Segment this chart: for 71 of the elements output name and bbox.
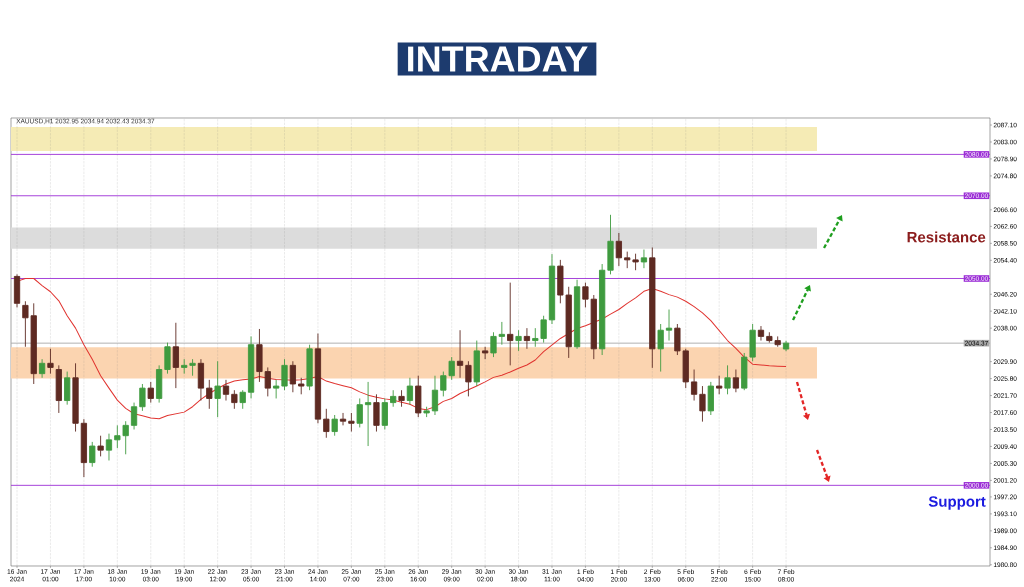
candlestick: [156, 364, 163, 404]
candlestick: [657, 323, 664, 373]
candlestick: [147, 381, 154, 404]
candlestick: [415, 375, 422, 418]
candlestick: [89, 441, 96, 468]
candlestick: [599, 263, 606, 356]
candlestick: [55, 364, 62, 414]
candlestick: [306, 344, 313, 391]
candlestick: [707, 381, 714, 416]
candlestick: [314, 333, 322, 424]
candlestick: [732, 369, 740, 393]
candlestick: [172, 322, 179, 389]
candlestick: [431, 375, 439, 416]
candlestick: [273, 379, 280, 399]
candlestick: [373, 393, 380, 433]
candlestick: [348, 412, 355, 433]
candlestick: [381, 398, 388, 430]
candlestick: [13, 273, 21, 308]
text: Resistance: [907, 231, 986, 243]
candlestick: [507, 282, 514, 366]
candlestick: [423, 406, 430, 418]
candlestick: [498, 321, 505, 346]
candlestick: [473, 340, 480, 387]
candlestick: [289, 360, 296, 393]
candlestick: [239, 389, 246, 410]
candlestick: [390, 389, 397, 408]
candlestick: [80, 418, 88, 478]
candlestick: [339, 412, 347, 426]
candlestick: [323, 408, 330, 439]
candlestick: [490, 331, 497, 358]
candlestick: [699, 385, 706, 423]
candlestick: [548, 253, 556, 325]
candlestick: [130, 402, 138, 430]
candlestick: [231, 389, 238, 410]
candlestick: [456, 329, 464, 379]
candlestick: [465, 360, 472, 397]
candlestick: [281, 358, 288, 391]
candlestick: [38, 358, 46, 379]
candlestick: [214, 360, 221, 418]
candlestick: [64, 371, 71, 406]
text: Support: [928, 496, 986, 510]
candlestick: [782, 340, 790, 352]
candlestick: [164, 342, 171, 375]
candlestick: [716, 375, 723, 395]
candlestick: [72, 362, 79, 433]
candlestick: [523, 327, 531, 350]
candlestick: [356, 398, 363, 428]
candlestick: [615, 232, 622, 267]
candlestick: [515, 329, 522, 352]
candlestick: [105, 433, 113, 461]
candlestick: [724, 364, 731, 395]
candlestick: [690, 369, 698, 401]
candlestick: [47, 348, 54, 375]
candlestick: [649, 247, 656, 369]
candlestick: [206, 379, 213, 410]
candlestick: [757, 325, 765, 341]
candlestick: [222, 379, 230, 401]
candlestick: [197, 358, 205, 401]
candlestick: [607, 214, 614, 275]
candlestick: [139, 383, 146, 412]
candlestick: [398, 389, 405, 408]
candlestick: [298, 377, 305, 395]
candlestick: [97, 435, 104, 457]
candlestick: [640, 249, 648, 269]
candlestick: [331, 414, 338, 437]
candlestick: [665, 309, 673, 341]
candlestick: [573, 279, 581, 350]
candlestick: [482, 346, 489, 360]
candlestick: [247, 335, 255, 399]
chart-title: INTRADAY: [408, 46, 588, 72]
candlestick: [406, 377, 414, 406]
